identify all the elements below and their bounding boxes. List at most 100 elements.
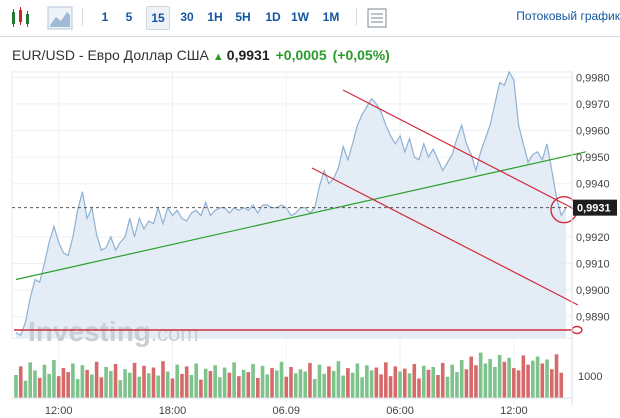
volume-bar [369,370,374,398]
volume-bar [123,369,127,398]
volume-bar [99,377,104,398]
volume-bar [516,370,521,398]
volume-bar [327,366,331,398]
volume-bar [71,363,75,398]
volume-bar [355,363,360,398]
red-channel-bottom[interactable] [311,167,579,306]
volume-bar [545,359,549,398]
volume-bar [222,367,227,398]
volume-bar [80,365,85,398]
volume-bar [293,373,298,398]
volume-bar [94,361,99,398]
interval-button-1h[interactable]: 1H [207,10,223,24]
volume-bar [85,369,89,398]
price-change: +0,0005 [275,47,327,63]
chart-toolbar: 1 5 15 30 1H 5H 1D 1W 1M Потоковый график [0,0,620,37]
instrument-name: EUR/USD - Евро Доллар США [12,47,209,63]
volume-bar [488,358,492,398]
volume-bar [151,367,156,398]
volume-bar [213,365,217,398]
volume-bar [350,372,355,398]
volume-bar [137,376,142,398]
y-tick-label-1: 0,9970 [576,99,610,111]
volume-bar [203,368,208,398]
x-tick-label-4: 12:00 [500,405,528,417]
volume-bar [303,371,308,398]
volume-bar [113,364,118,398]
highlight-circle[interactable] [550,195,578,224]
volume-bar [142,365,146,398]
candlestick-icon[interactable] [6,3,36,33]
volume-bar [237,376,241,398]
interval-button-5h[interactable]: 5H [235,10,251,24]
volume-bar [388,376,393,398]
volume-bar [521,355,526,398]
interval-button-15[interactable]: 15 [146,6,170,30]
interval-button-1w[interactable]: 1W [291,10,309,24]
interval-button-1m[interactable]: 1M [322,10,340,24]
toolbar-divider [82,8,83,26]
y-tick-label-5: 0,9920 [576,232,610,244]
y-tick-label-6: 0,9910 [576,259,610,271]
volume-bar [170,378,175,398]
investing-watermark: Investing.com [28,316,199,347]
y-tick-label-0: 0,9980 [576,72,610,84]
volume-bar [317,364,322,398]
y-tick-label-4: 0,9940 [576,179,610,191]
volume-bar [289,366,293,398]
current-price-badge [573,199,617,216]
volume-bar [322,373,326,398]
volume-bar [526,364,530,398]
x-tick-label-0: 12:00 [45,405,73,417]
volume-bar [341,375,345,398]
volume-bar [312,379,317,398]
volume-bar [284,376,289,398]
volume-bar [194,363,198,398]
volume-bar [61,368,66,398]
toolbar-divider [356,8,357,26]
horizontal-line-handle[interactable] [571,325,583,335]
settings-panel-icon[interactable] [366,6,390,30]
volume-bar [208,370,213,398]
volume-bar [365,365,369,398]
interval-button-30[interactable]: 30 [180,10,194,24]
volume-bar [66,372,70,398]
volume-bar [469,356,473,398]
volume-bar [412,364,417,398]
interval-button-1d[interactable]: 1D [265,10,281,24]
volume-bar [298,369,303,398]
watermark-brand: Investing [28,316,151,347]
volume-bar [189,375,194,398]
volume-bar [184,366,189,398]
volume-bar [56,376,61,398]
volume-bar [274,370,279,398]
volume-bar [251,364,255,398]
volume-bar [483,363,488,398]
red-channel-top[interactable] [342,89,581,213]
green-trendline[interactable] [15,151,587,281]
volume-bar [37,377,42,398]
price-area [16,72,566,338]
interval-button-5[interactable]: 5 [125,10,133,24]
volume-bar [540,363,545,398]
volume-bar [464,369,469,398]
volume-bar [90,374,94,398]
volume-bar [165,371,170,398]
volume-bar [402,368,407,398]
interval-button-1[interactable]: 1 [101,10,109,24]
volume-bar [279,361,284,398]
volume-bar [127,372,132,398]
volume-bar [14,375,18,398]
stream-chart-link[interactable]: Потоковый график [516,9,620,23]
volume-bar [161,361,165,398]
volume-bar [512,368,516,398]
x-tick-label-2: 06.09 [272,405,300,417]
volume-bar [478,352,483,398]
price-line [15,70,567,337]
volume-bar [52,360,56,398]
last-price: 0,9931 [226,47,270,63]
volume-bar [75,379,80,398]
area-chart-icon[interactable] [46,3,76,33]
volume-bar [374,367,379,398]
current-price-badge-label: 0,9931 [577,203,611,215]
